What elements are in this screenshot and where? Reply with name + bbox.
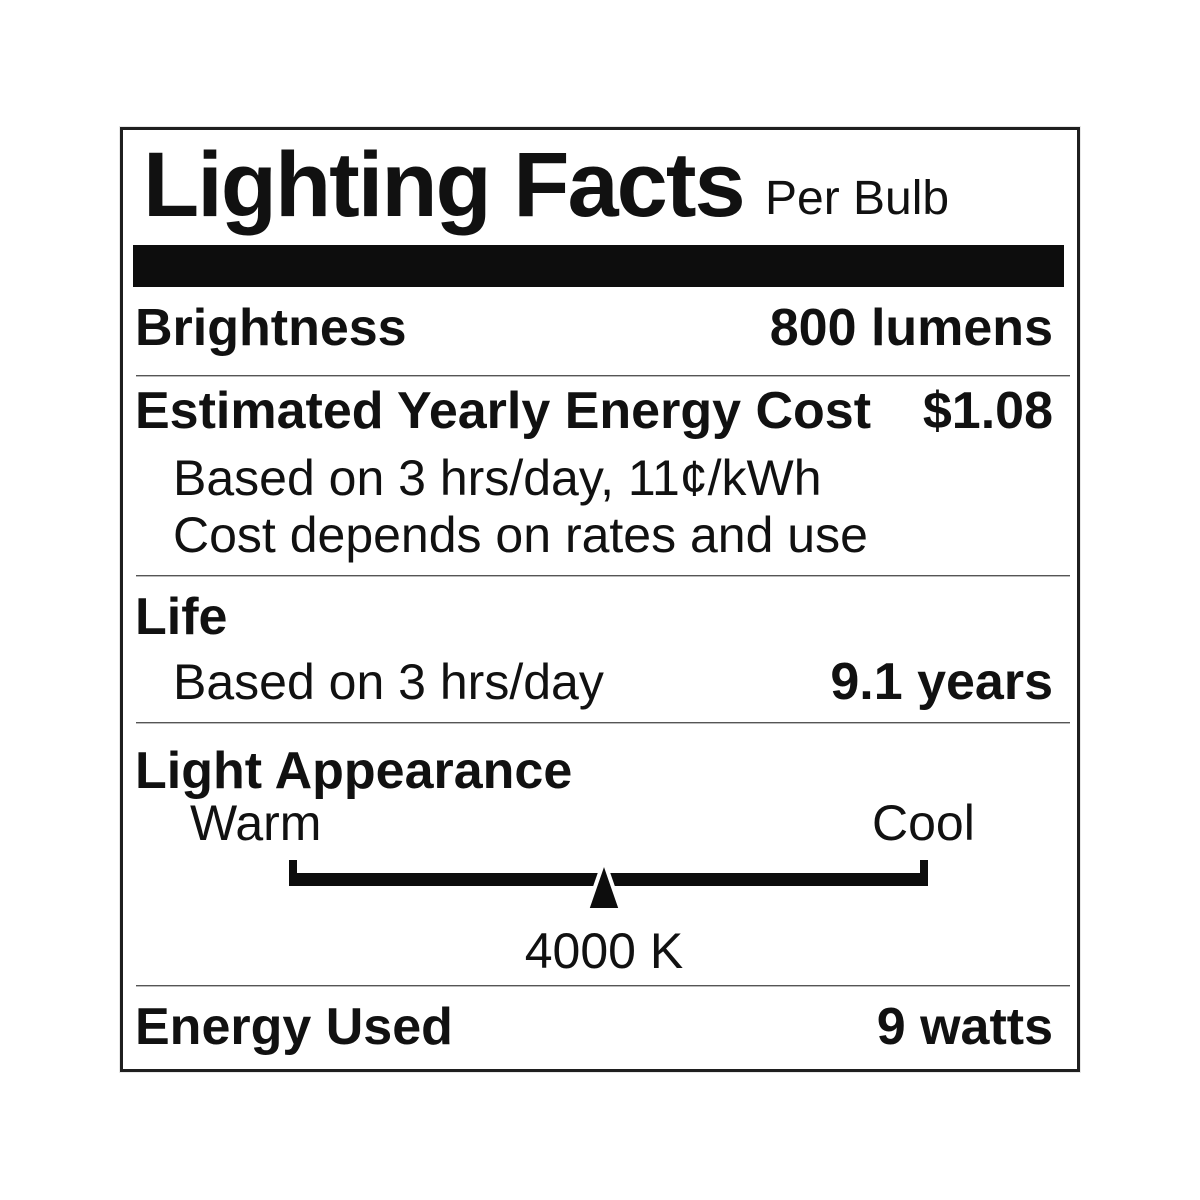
color-temperature-scale: [289, 857, 928, 912]
life-basis-note: Based on 3 hrs/day: [173, 654, 604, 710]
kelvin-value: 4000 K: [524, 923, 684, 979]
divider: [136, 985, 1070, 987]
energy-cost-value: $1.08: [922, 382, 1053, 440]
label-title: Lighting Facts: [143, 134, 746, 236]
heavy-separator-bar: [133, 245, 1064, 287]
light-appearance-section-title: Light Appearance: [135, 742, 573, 800]
life-section-title: Life: [135, 588, 228, 646]
energy-cost-row: Estimated Yearly Energy Cost $1.08: [135, 385, 1053, 437]
energy-used-label: Energy Used: [135, 998, 453, 1056]
energy-cost-basis-note: Based on 3 hrs/day, 11¢/kWh: [173, 450, 822, 506]
energy-used-row: Energy Used 9 watts: [135, 1001, 1053, 1053]
life-value: 9.1 years: [830, 653, 1053, 711]
energy-used-value: 9 watts: [876, 998, 1053, 1056]
color-temp-marker-icon: [584, 857, 624, 912]
divider: [136, 575, 1070, 577]
warm-scale-label: Warm: [190, 795, 322, 851]
label-subtitle: Per Bulb: [765, 172, 950, 225]
divider: [136, 722, 1070, 724]
brightness-label: Brightness: [135, 299, 407, 357]
lighting-facts-label: Lighting Facts Per Bulb Brightness 800 l…: [120, 127, 1080, 1072]
brightness-row: Brightness 800 lumens: [135, 302, 1053, 354]
energy-cost-rates-note: Cost depends on rates and use: [173, 507, 868, 563]
energy-cost-label: Estimated Yearly Energy Cost: [135, 382, 872, 440]
brightness-value: 800 lumens: [769, 299, 1053, 357]
life-row: Based on 3 hrs/day 9.1 years: [135, 656, 1053, 708]
divider: [136, 375, 1070, 377]
cool-scale-label: Cool: [872, 795, 975, 851]
